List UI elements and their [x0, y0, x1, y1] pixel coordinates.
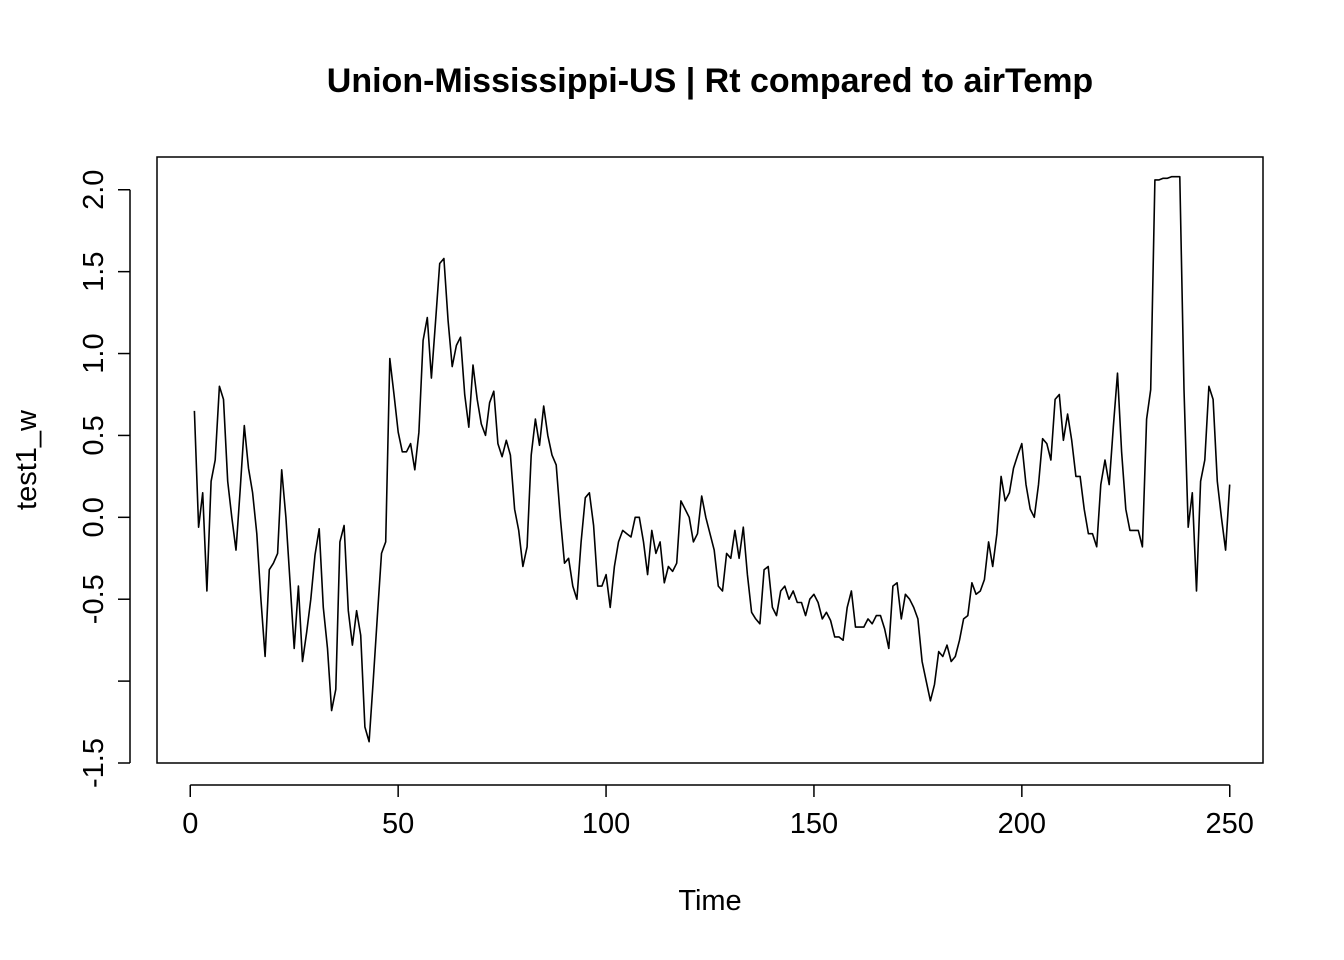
y-tick-label: 0.5 [78, 415, 110, 455]
series-layer [193, 175, 1231, 743]
x-tick-label: 0 [182, 808, 198, 840]
x-tick-label: 150 [790, 808, 838, 840]
y-axis-label: test1_w [11, 409, 43, 510]
x-axis: 0 50 100 150 200 250 [182, 784, 1254, 840]
x-axis-label: Time [678, 885, 741, 917]
y-tick-label: 2.0 [78, 170, 110, 210]
y-tick-label: -1.5 [78, 738, 110, 788]
series-line-0 [193, 175, 1231, 743]
chart-title: Union-Mississippi-US | Rt compared to ai… [327, 62, 1093, 100]
y-tick-label: 1.0 [78, 333, 110, 373]
y-tick-label: 0.0 [78, 497, 110, 537]
y-tick-label: -0.5 [78, 574, 110, 624]
y-tick-label: 1.5 [78, 251, 110, 291]
x-tick-label: 100 [582, 808, 630, 840]
x-tick-label: 50 [382, 808, 414, 840]
x-tick-label: 250 [1206, 808, 1254, 840]
x-tick-label: 200 [998, 808, 1046, 840]
plot-area-frame [156, 156, 1264, 764]
y-axis: -1.5 -0.5 0.0 0.5 1.0 1.5 2.0 [78, 170, 131, 788]
